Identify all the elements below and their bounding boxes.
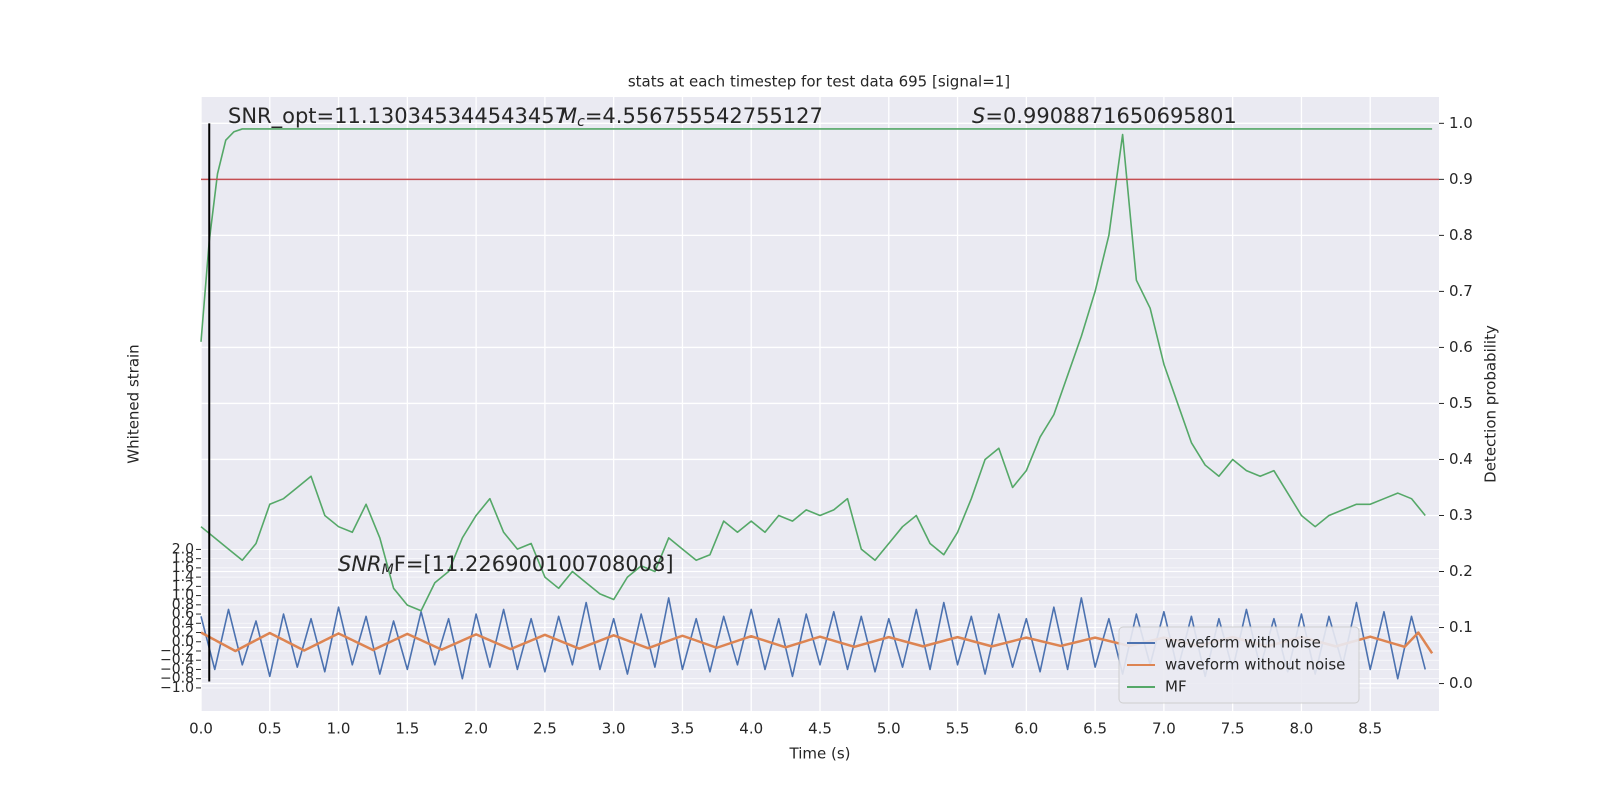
y2-tick-label: 0.5: [1449, 394, 1473, 412]
x-tick-label: 5.5: [946, 720, 970, 738]
y2-tick-label: 0.0: [1449, 674, 1473, 692]
annotation-symbol: S: [972, 104, 985, 128]
x-tick-label: 7.5: [1221, 720, 1245, 738]
series-line: [200, 133, 1426, 612]
y-tick-label: −0.4: [160, 652, 194, 668]
y2-tick-label: 0.3: [1449, 506, 1473, 524]
y-tick-label: 0.6: [172, 606, 194, 622]
y-tick-label: 1.2: [172, 578, 194, 594]
y-tick-label: 0.2: [172, 625, 194, 641]
legend-label: waveform with noise: [1165, 634, 1321, 652]
chart-title: stats at each timestep for test data 695…: [628, 73, 1010, 91]
x-tick-label: 2.0: [464, 720, 488, 738]
x-tick-label: 6.0: [1014, 720, 1038, 738]
x-tick-label: 7.0: [1152, 720, 1176, 738]
annotation-text: =0.9908871650695801: [985, 104, 1236, 128]
y2-tick-label: 0.9: [1449, 170, 1473, 188]
legend-label: waveform without noise: [1165, 656, 1345, 674]
x-tick-label: 5.0: [877, 720, 901, 738]
y2-tick-label: 0.8: [1449, 226, 1473, 244]
annotation-text: F=[11.226900100708008]: [394, 552, 674, 576]
y-tick-label: −1.0: [160, 680, 194, 696]
annotation: S=0.9908871650695801: [972, 104, 1237, 128]
x-tick-label: 3.0: [602, 720, 626, 738]
legend: waveform with noise waveform without nois…: [1118, 626, 1360, 704]
y-tick-label: −0.2: [160, 643, 194, 659]
x-tick-label: 4.0: [739, 720, 763, 738]
annotation-subscript: c: [577, 114, 585, 130]
x-tick-label: 1.5: [395, 720, 419, 738]
y-tick-label: 1.6: [172, 560, 194, 576]
x-tick-label: 3.5: [671, 720, 695, 738]
y2-axis-label: Detection probability: [1482, 325, 1500, 483]
x-tick-label: 8.0: [1290, 720, 1314, 738]
y-tick-label: −0.8: [160, 671, 194, 687]
annotation-symbol: SNR: [338, 552, 382, 576]
annotation-symbol: M: [559, 104, 577, 128]
x-tick-label: 2.5: [533, 720, 557, 738]
legend-box: [1118, 626, 1360, 704]
x-axis-label: Time (s): [789, 745, 851, 763]
y-tick-label: 0.0: [172, 634, 194, 650]
x-tick-label: 1.0: [327, 720, 351, 738]
x-tick-label: 0.5: [258, 720, 282, 738]
y-tick-label: 0.4: [172, 615, 194, 631]
y-tick-label: 2.0: [172, 541, 194, 557]
y-tick-label: −0.6: [160, 661, 194, 677]
x-tick-label: 0.0: [189, 720, 213, 738]
annotation: SNRMF=[11.226900100708008]: [338, 552, 674, 578]
y2-tick-label: 1.0: [1449, 114, 1473, 132]
annotation: Mc=4.556755542755127: [559, 104, 823, 130]
y2-tick-label: 0.4: [1449, 450, 1473, 468]
annotation: SNR_opt=11.130345344543457: [228, 104, 568, 129]
legend-label: MF: [1165, 678, 1187, 696]
y-axis-label: Whitened strain: [125, 344, 143, 463]
x-tick-label: 6.5: [1083, 720, 1107, 738]
y2-tick-label: 0.2: [1449, 562, 1473, 580]
x-tick-label: 4.5: [808, 720, 832, 738]
y2-tick-label: 0.6: [1449, 338, 1473, 356]
y-tick-label: 1.8: [172, 551, 194, 567]
annotation-subscript: M: [382, 562, 394, 578]
x-tick-label: 8.5: [1358, 720, 1382, 738]
annotation-text: =4.556755542755127: [585, 104, 823, 128]
y-tick-label: 0.8: [172, 597, 194, 613]
y2-tick-label: 0.7: [1449, 282, 1473, 300]
y-tick-label: 1.0: [172, 588, 194, 604]
y-tick-label: 1.4: [172, 569, 194, 585]
y2-tick-label: 0.1: [1449, 618, 1473, 636]
series-layer: [200, 123, 1439, 682]
